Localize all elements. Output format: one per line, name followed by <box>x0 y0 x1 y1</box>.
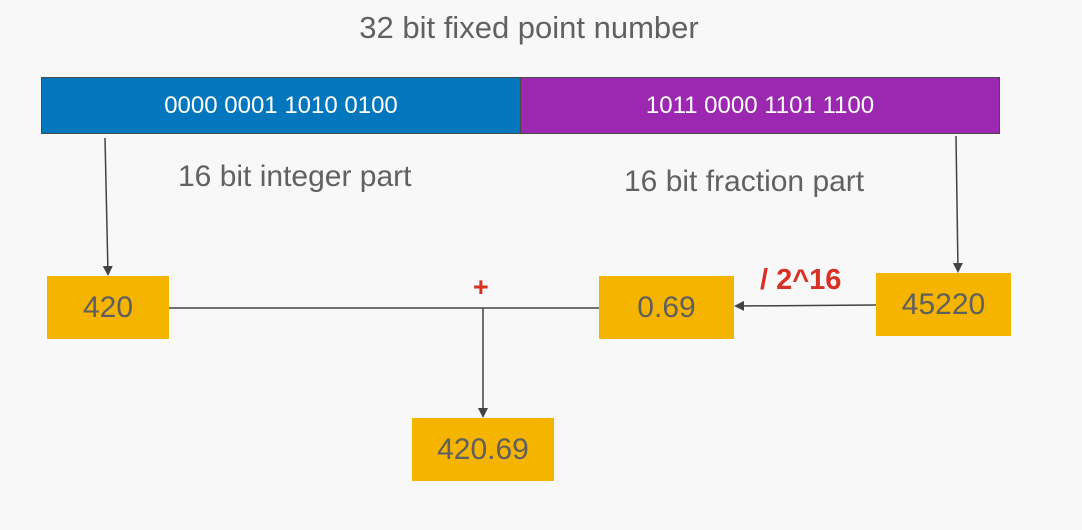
diagram-title: 32 bit fixed point number <box>359 10 699 45</box>
integer-bits-segment: 0000 0001 1010 0100 <box>41 77 521 134</box>
fraction-decimal-box: 0.69 <box>599 276 734 339</box>
divide-operator: / 2^16 <box>760 264 842 296</box>
result-box: 420.69 <box>412 418 554 481</box>
fraction-part-label: 16 bit fraction part <box>624 165 865 198</box>
integer-value-box: 420 <box>47 276 169 339</box>
raw-to-decimal-arrow <box>734 300 877 311</box>
fraction-raw-box: 45220 <box>876 273 1011 336</box>
plus-operator: + <box>473 272 489 302</box>
fraction-bits-to-raw-arrow <box>952 135 963 273</box>
fraction-bits-segment: 1011 0000 1101 1100 <box>520 77 1000 134</box>
integer-part-label: 16 bit integer part <box>178 160 412 193</box>
integer-bits-to-value-arrow <box>102 137 113 276</box>
